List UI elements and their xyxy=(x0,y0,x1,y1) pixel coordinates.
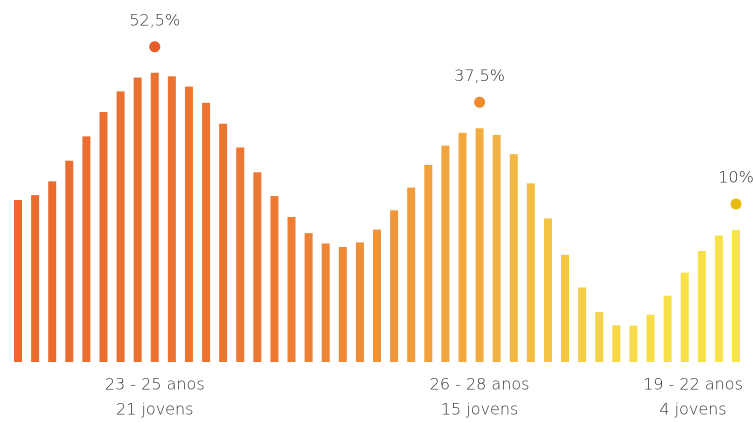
wave-bar xyxy=(578,287,587,362)
value-label: 37,5% xyxy=(454,66,505,85)
wave-bar xyxy=(492,134,501,362)
wave-bar xyxy=(236,147,245,362)
wave-bar xyxy=(82,136,91,362)
category-label: 26 - 28 anos xyxy=(430,375,530,394)
point-dot xyxy=(730,198,742,210)
wave-bar xyxy=(270,196,279,362)
wave-bar xyxy=(167,76,176,362)
wave-bar xyxy=(390,210,399,362)
wave-bar xyxy=(441,145,450,362)
category-label: 23 - 25 anos xyxy=(105,375,205,394)
category-sublabel: 15 jovens xyxy=(441,400,518,419)
wave-bar xyxy=(509,154,518,362)
wave-bar xyxy=(680,272,689,362)
bar xyxy=(732,230,740,362)
wave-bar xyxy=(65,160,74,362)
wave-bar xyxy=(424,164,433,362)
wave-bar xyxy=(697,250,706,362)
wave-bar xyxy=(629,325,638,362)
bar xyxy=(150,72,159,362)
wave-bar xyxy=(321,243,330,362)
wave-bar xyxy=(133,77,142,362)
wave-bar xyxy=(526,183,535,362)
point-dot xyxy=(149,41,161,53)
wave-bar xyxy=(646,314,655,362)
wave-bar xyxy=(595,312,604,362)
wave-bar xyxy=(304,233,313,362)
wave-bar xyxy=(116,91,125,363)
wave-bar xyxy=(219,123,228,362)
wave-bar xyxy=(355,242,364,362)
point-dot xyxy=(474,96,486,108)
category-sublabel: 21 jovens xyxy=(116,400,193,419)
wave-bar xyxy=(458,132,467,362)
wave-bar xyxy=(561,254,570,362)
wave-bar xyxy=(14,200,22,362)
wave-bar xyxy=(31,195,40,362)
wave-bar xyxy=(184,86,193,363)
wave-bar xyxy=(714,235,723,362)
category-sublabel: 4 jovens xyxy=(659,400,726,419)
wave-bar xyxy=(99,112,108,362)
wave-bar xyxy=(407,187,416,362)
wave-bar xyxy=(48,181,57,362)
wave-bar xyxy=(253,172,262,362)
wave-bar xyxy=(338,247,347,362)
wave-bar xyxy=(543,218,552,362)
value-label: 10% xyxy=(718,168,753,187)
wave-bar xyxy=(373,229,381,362)
wave-bar xyxy=(202,102,211,363)
value-label: 52,5% xyxy=(129,10,180,29)
wave-bar xyxy=(287,216,296,362)
bar xyxy=(475,128,484,362)
wave-bar xyxy=(612,325,621,362)
category-label: 19 - 22 anos xyxy=(643,375,743,394)
wave-bar xyxy=(663,295,672,362)
